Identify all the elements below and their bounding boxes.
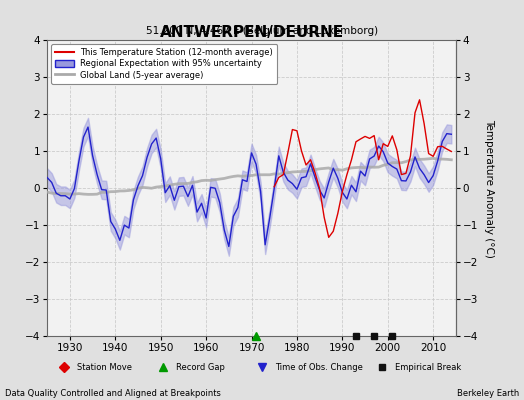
Text: Record Gap: Record Gap: [176, 362, 225, 372]
Text: Berkeley Earth: Berkeley Earth: [456, 389, 519, 398]
Title: ANTWERPEN/DEURNE: ANTWERPEN/DEURNE: [159, 25, 344, 40]
Text: Time of Obs. Change: Time of Obs. Change: [275, 362, 363, 372]
Text: Station Move: Station Move: [77, 362, 132, 372]
Text: Empirical Break: Empirical Break: [395, 362, 462, 372]
Y-axis label: Temperature Anomaly (°C): Temperature Anomaly (°C): [484, 118, 494, 258]
Text: 51.200 N, 4.467 E (Belgium and Luxemborg): 51.200 N, 4.467 E (Belgium and Luxemborg…: [146, 26, 378, 36]
Legend: This Temperature Station (12-month average), Regional Expectation with 95% uncer: This Temperature Station (12-month avera…: [51, 44, 277, 84]
Text: Data Quality Controlled and Aligned at Breakpoints: Data Quality Controlled and Aligned at B…: [5, 389, 221, 398]
